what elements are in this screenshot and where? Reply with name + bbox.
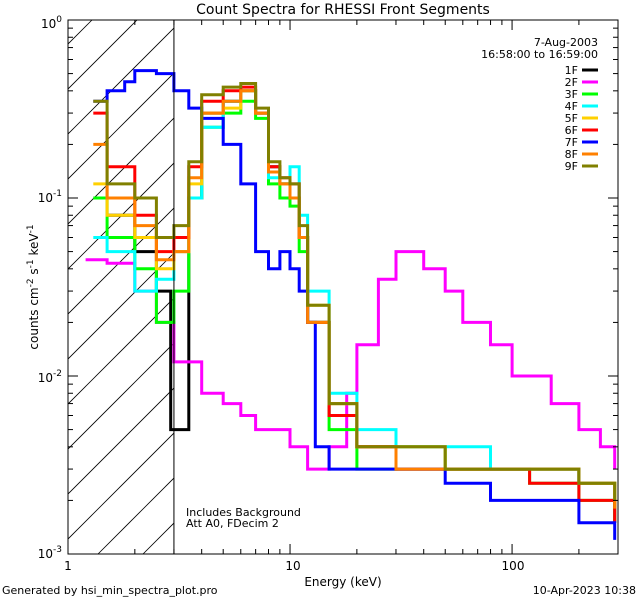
hatch-line-12 [68, 387, 174, 495]
y-axis-label: counts cm-2 s-1 keV-1 [26, 224, 41, 349]
y-tick-label-1e-1: 10-1 [38, 189, 62, 205]
observation-date: 7-Aug-2003 [534, 36, 598, 49]
background-hatched-region [68, 20, 174, 554]
legend-label-4F: 4F [565, 100, 578, 113]
hatch-line-4 [68, 27, 174, 135]
legend-label-9F: 9F [565, 160, 578, 173]
y-tick-label-1e0: 100 [41, 15, 62, 31]
annotation-attenuator: Att A0, FDecim 2 [186, 517, 279, 530]
y-tick-label-1e-2: 10-2 [38, 369, 62, 385]
observation-time-range: 16:58:00 to 16:59:00 [481, 48, 598, 61]
footer-timestamp: 10-Apr-2023 10:38 [532, 584, 636, 597]
legend-label-2F: 2F [565, 76, 578, 89]
x-tick-label-1: 1 [64, 559, 72, 573]
footer-generated-by: Generated by hsi_min_spectra_plot.pro [2, 584, 218, 597]
legend-label-1F: 1F [565, 64, 578, 77]
annotation-background: Includes Background [186, 506, 301, 519]
hatch-line-9 [68, 252, 174, 360]
y-tick-label-1e-3: 10-3 [38, 545, 62, 561]
x-axis-label: Energy (keV) [304, 575, 381, 589]
series-line-2F [85, 250, 617, 471]
hatch-line-5 [68, 72, 174, 180]
hatch-line-8 [68, 207, 174, 315]
axis-ticks [67, 20, 619, 555]
x-tick-label-100: 100 [502, 559, 525, 573]
plot-frame [67, 19, 619, 555]
series-line-9F [93, 82, 617, 501]
legend-label-3F: 3F [565, 88, 578, 101]
legend-label-8F: 8F [565, 148, 578, 161]
legend-label-6F: 6F [565, 124, 578, 137]
chart-title: Count Spectra for RHESSI Front Segments [196, 2, 490, 18]
legend-label-5F: 5F [565, 112, 578, 125]
series-line-8F [93, 89, 617, 509]
legend-label-7F: 7F [565, 136, 578, 149]
hatch-line-13 [68, 432, 174, 540]
series-line-7F [93, 69, 617, 540]
x-tick-label-10: 10 [285, 559, 300, 573]
